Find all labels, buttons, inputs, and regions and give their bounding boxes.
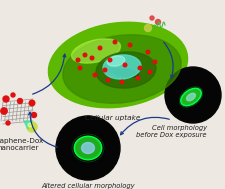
Circle shape	[155, 19, 160, 25]
Circle shape	[83, 53, 87, 57]
Ellipse shape	[120, 69, 136, 77]
Circle shape	[120, 80, 124, 84]
Circle shape	[153, 60, 157, 64]
Circle shape	[136, 76, 140, 80]
Ellipse shape	[107, 56, 125, 66]
Circle shape	[123, 63, 127, 67]
Ellipse shape	[110, 68, 130, 78]
Ellipse shape	[103, 55, 141, 79]
Circle shape	[56, 116, 120, 180]
Circle shape	[144, 25, 151, 32]
Circle shape	[138, 66, 142, 70]
Circle shape	[27, 122, 37, 132]
Circle shape	[1, 108, 7, 114]
Circle shape	[29, 100, 35, 106]
Circle shape	[113, 40, 117, 44]
Circle shape	[146, 50, 150, 54]
Ellipse shape	[72, 39, 120, 63]
Ellipse shape	[81, 143, 94, 153]
Circle shape	[106, 78, 110, 82]
Circle shape	[90, 56, 94, 60]
Ellipse shape	[63, 35, 181, 103]
Circle shape	[148, 70, 152, 74]
Text: Graphene-Dox
nanocarrier: Graphene-Dox nanocarrier	[0, 138, 44, 151]
Ellipse shape	[96, 52, 156, 88]
Circle shape	[98, 46, 102, 50]
Circle shape	[6, 121, 10, 125]
Text: Cellular uptake: Cellular uptake	[85, 115, 141, 121]
Ellipse shape	[75, 137, 101, 159]
Circle shape	[32, 112, 36, 118]
Ellipse shape	[187, 93, 196, 101]
Circle shape	[76, 58, 80, 62]
Circle shape	[3, 96, 9, 102]
Ellipse shape	[126, 69, 138, 77]
Circle shape	[103, 68, 107, 72]
Circle shape	[108, 58, 112, 62]
Circle shape	[128, 43, 132, 47]
Polygon shape	[24, 121, 32, 129]
Ellipse shape	[181, 89, 201, 105]
Circle shape	[28, 123, 32, 127]
Circle shape	[93, 73, 97, 77]
Ellipse shape	[48, 22, 188, 108]
Text: Cell morphology
before Dox exposure: Cell morphology before Dox exposure	[137, 125, 207, 138]
Ellipse shape	[115, 69, 133, 77]
Circle shape	[78, 66, 82, 70]
Circle shape	[11, 93, 15, 97]
Text: Altered cellular morphology
Due to Dox exposure: Altered cellular morphology Due to Dox e…	[41, 183, 135, 189]
Circle shape	[18, 98, 22, 104]
Circle shape	[150, 16, 154, 20]
Circle shape	[165, 67, 221, 123]
